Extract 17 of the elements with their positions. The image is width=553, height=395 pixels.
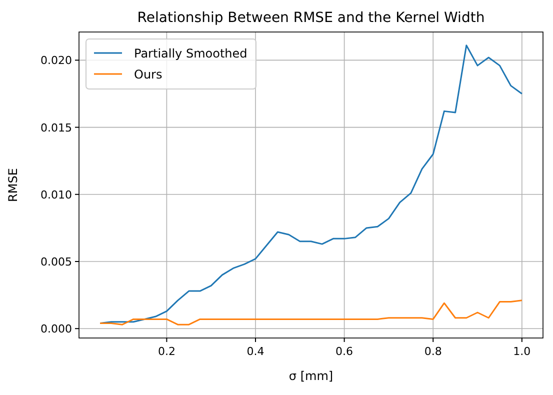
chart-title: Relationship Between RMSE and the Kernel Width (137, 10, 485, 26)
x-tick-label: 0.6 (336, 345, 354, 358)
line-series (99, 300, 523, 326)
y-tick-label: 0.005 (40, 256, 72, 268)
legend-label: Ours (134, 68, 162, 82)
x-tick-label: 0.2 (158, 345, 176, 358)
y-tick-label: 0.015 (40, 121, 72, 134)
y-axis-title: RMSE (6, 168, 20, 202)
legend-label: Partially Smoothed (134, 46, 248, 60)
x-axis-title: σ [mm] (288, 369, 334, 383)
y-tick-label: 0.000 (40, 322, 72, 336)
y-tick-label: 0.020 (40, 54, 72, 68)
x-tick-label: 0.4 (246, 345, 264, 358)
x-tick-label: 1.0 (513, 345, 531, 358)
line-series (99, 44, 523, 324)
y-tick-label: 0.010 (40, 188, 72, 202)
x-tick-label: 0.8 (424, 345, 442, 358)
